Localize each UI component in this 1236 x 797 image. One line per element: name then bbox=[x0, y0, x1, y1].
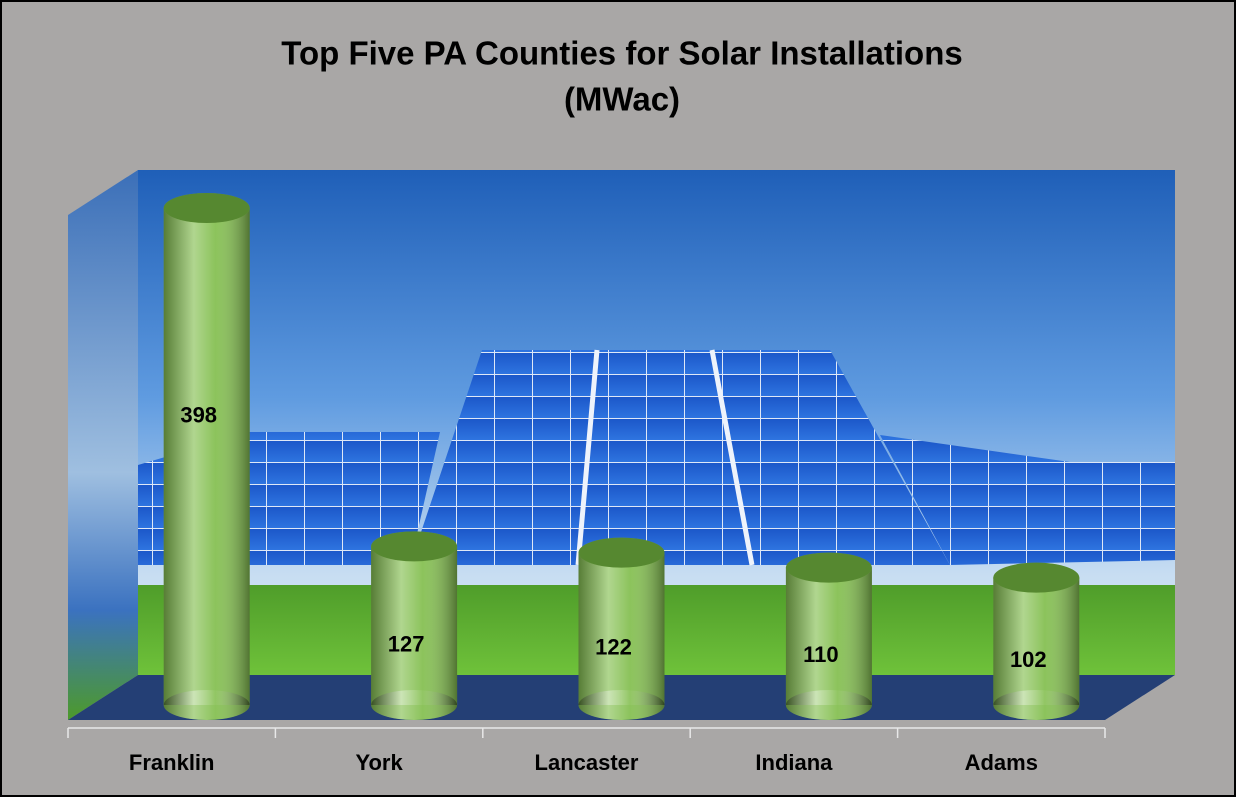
x-tick-label: Lancaster bbox=[535, 750, 639, 775]
data-label: 110 bbox=[803, 642, 839, 667]
x-tick-label: York bbox=[355, 750, 403, 775]
bar-top-shading bbox=[371, 531, 457, 561]
bar-shading bbox=[786, 568, 872, 705]
data-label: 122 bbox=[595, 635, 632, 660]
chart-subtitle: (MWac) bbox=[564, 81, 680, 118]
bar-shading bbox=[164, 208, 250, 705]
chart: Top Five PA Counties for Solar Installat… bbox=[0, 0, 1236, 797]
bar-base-shading bbox=[993, 690, 1079, 720]
bar-top-shading bbox=[579, 538, 665, 568]
bar-base-shading bbox=[371, 690, 457, 720]
x-tick-label: Indiana bbox=[755, 750, 833, 775]
x-tick-label: Adams bbox=[965, 750, 1038, 775]
bar-shading bbox=[579, 553, 665, 705]
chart-title: Top Five PA Counties for Solar Installat… bbox=[281, 35, 962, 72]
bar-base-shading bbox=[164, 690, 250, 720]
bar-base-shading bbox=[579, 690, 665, 720]
bar-top-shading bbox=[786, 553, 872, 583]
bar-top-shading bbox=[993, 563, 1079, 593]
side-wall bbox=[68, 170, 138, 720]
bar-base-shading bbox=[786, 690, 872, 720]
bar-shading bbox=[371, 546, 457, 705]
bar-top-shading bbox=[164, 193, 250, 223]
bar-shading bbox=[993, 578, 1079, 705]
data-label: 398 bbox=[180, 402, 217, 427]
x-tick-label: Franklin bbox=[129, 750, 215, 775]
data-label: 127 bbox=[388, 632, 425, 657]
data-label: 102 bbox=[1010, 647, 1047, 672]
